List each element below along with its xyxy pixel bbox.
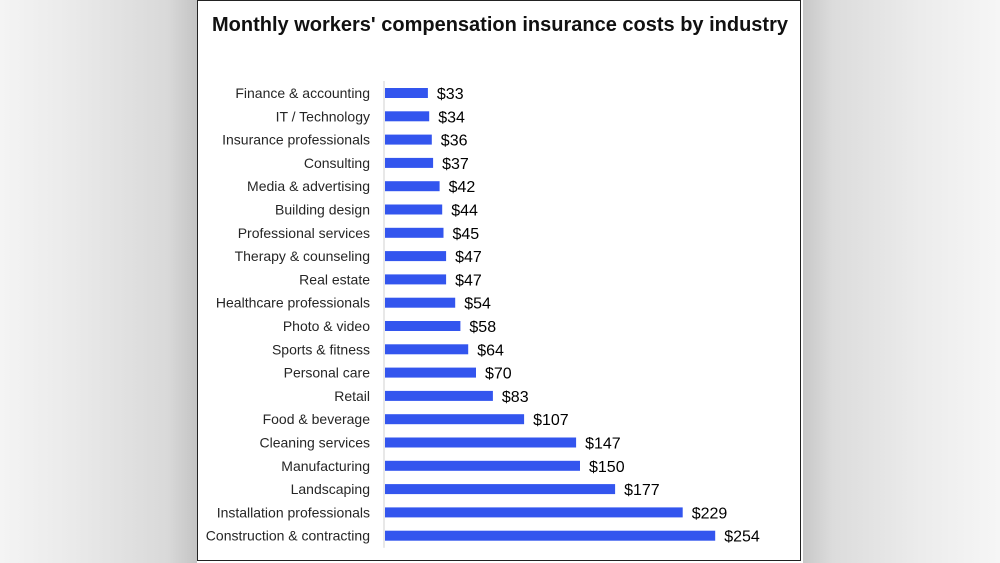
data-label: $47 — [455, 249, 482, 266]
data-label: $47 — [455, 272, 482, 289]
bar — [385, 297, 456, 308]
category-label: Finance & accounting — [235, 85, 370, 101]
left-background-panel — [0, 0, 197, 563]
bar — [385, 157, 434, 168]
category-label: Sports & fitness — [272, 341, 370, 357]
category-labels: Finance & accounting IT / Technology Insur… — [206, 85, 370, 544]
right-background-panel — [803, 0, 1000, 563]
bar — [385, 111, 430, 122]
bar — [385, 181, 440, 192]
category-label: Therapy & counseling — [235, 248, 370, 264]
category-label: Landscaping — [291, 481, 370, 497]
category-label: Construction & contracting — [206, 528, 370, 544]
data-label: $107 — [533, 412, 569, 429]
bar — [385, 134, 432, 145]
category-label: Professional services — [238, 225, 370, 241]
category-label: Retail — [334, 388, 370, 404]
category-label: Food & beverage — [263, 411, 371, 427]
category-label: Manufacturing — [281, 458, 370, 474]
data-labels: $33 $34 $36 $37 $42 $44 $45 $47 $47 $54 $58 $64 $70 $… — [437, 86, 760, 546]
data-label: $254 — [724, 529, 760, 546]
data-label: $150 — [589, 459, 625, 476]
bar — [385, 321, 461, 331]
data-label: $58 — [469, 319, 496, 336]
data-label: $83 — [502, 389, 529, 406]
bar — [385, 274, 447, 285]
data-label: $147 — [585, 436, 621, 453]
data-label: $33 — [437, 86, 464, 103]
data-label: $45 — [453, 226, 480, 243]
bar — [385, 460, 580, 471]
category-label: Installation professionals — [217, 504, 370, 520]
data-label: $37 — [442, 156, 469, 173]
data-label: $229 — [692, 505, 728, 522]
bar — [385, 530, 716, 541]
bars — [385, 88, 716, 541]
category-label: Insurance professionals — [222, 132, 370, 148]
data-label: $34 — [438, 109, 465, 126]
bar — [385, 390, 493, 401]
data-label: $42 — [449, 179, 476, 196]
data-label: $54 — [464, 296, 491, 313]
category-label: Healthcare professionals — [216, 295, 370, 311]
category-label: Personal care — [284, 365, 371, 381]
category-label: Consulting — [304, 155, 370, 171]
bar — [385, 437, 577, 448]
bar — [385, 204, 443, 215]
category-label: Cleaning services — [260, 435, 371, 451]
bar — [385, 251, 447, 262]
bar — [385, 414, 525, 425]
category-label: Building design — [275, 202, 370, 218]
data-label: $36 — [441, 133, 468, 150]
chart-title: Monthly workers' compensation insurance … — [212, 14, 788, 36]
category-label: Photo & video — [283, 318, 370, 334]
bar — [385, 227, 444, 238]
data-label: $64 — [477, 342, 504, 359]
data-label: $44 — [451, 203, 478, 220]
data-label: $70 — [485, 366, 512, 383]
data-label: $177 — [624, 482, 660, 499]
bar — [385, 344, 469, 355]
bar — [385, 88, 428, 98]
category-label: IT / Technology — [276, 108, 370, 124]
bar — [385, 507, 683, 518]
bar — [385, 484, 616, 495]
category-label: Real estate — [299, 271, 370, 287]
bar — [385, 367, 476, 378]
category-label: Media & advertising — [247, 178, 370, 194]
